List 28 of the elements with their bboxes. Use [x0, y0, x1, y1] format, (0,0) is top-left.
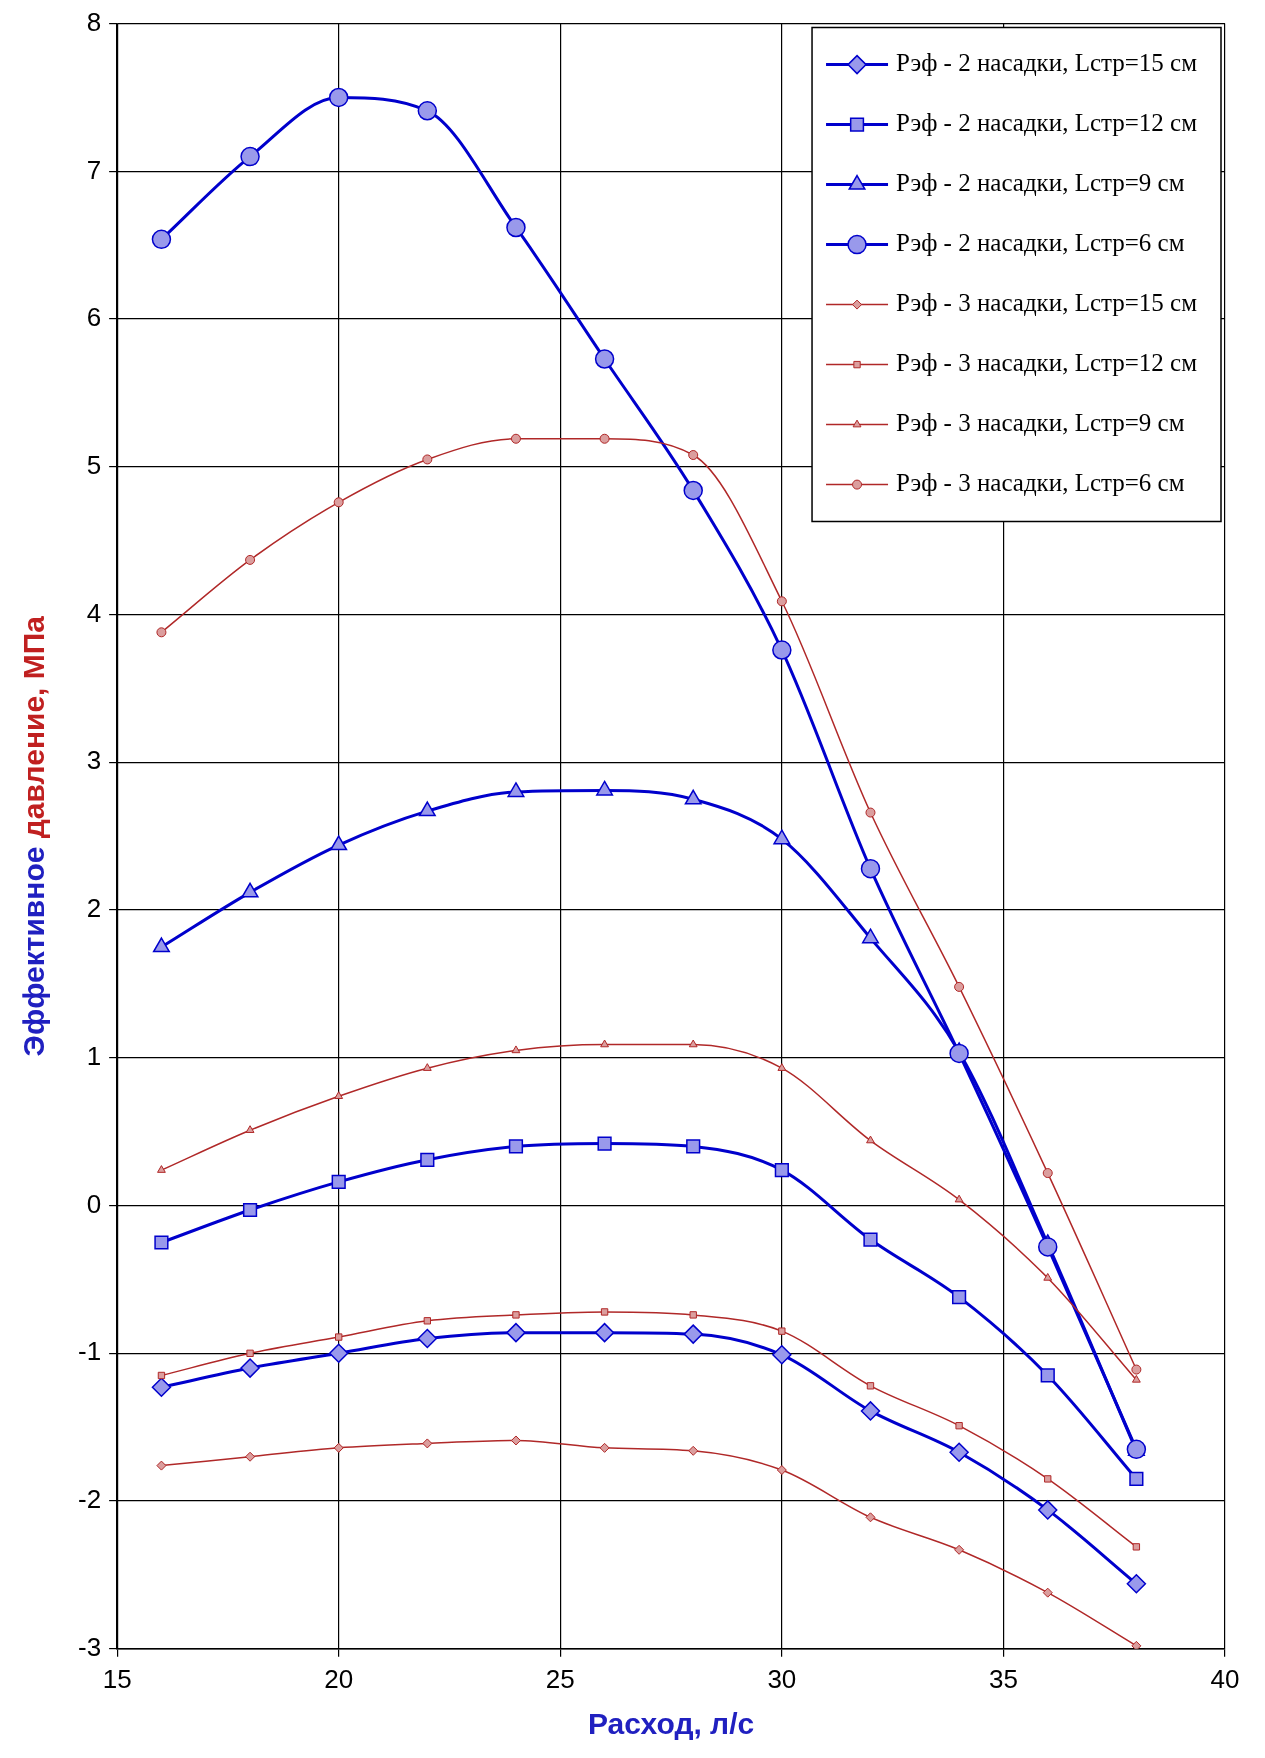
y-tick-label: 4 — [86, 597, 102, 628]
y-tick-label: -2 — [77, 1484, 102, 1515]
y-tick-label: -1 — [77, 1336, 102, 1367]
y-tick-label: 6 — [86, 302, 102, 333]
legend-label: Рэф - 2 насадки, Lстр=15 см — [896, 49, 1198, 77]
y-tick-label: -3 — [77, 1631, 102, 1662]
y-tick-label: 5 — [86, 450, 102, 481]
x-tick-label: 15 — [102, 1663, 132, 1694]
legend-label: Рэф - 2 насадки, Lстр=12 см — [896, 109, 1198, 137]
x-axis-title: Расход, л/с — [587, 1707, 755, 1741]
y-tick-label: 7 — [86, 154, 102, 185]
legend-label: Рэф - 2 насадки, Lстр=9 см — [896, 169, 1185, 197]
y-tick-label: 1 — [86, 1040, 102, 1071]
x-tick-label: 25 — [545, 1663, 575, 1694]
x-tick-label: 20 — [324, 1663, 354, 1694]
x-tick-label: 40 — [1210, 1663, 1240, 1694]
y-axis-title: Эффективное давление, МПа — [17, 615, 51, 1057]
y-tick-label: 2 — [86, 893, 102, 924]
legend-label: Рэф - 2 насадки, Lстр=6 см — [896, 229, 1185, 257]
legend-label: Рэф - 3 насадки, Lстр=6 см — [896, 469, 1185, 497]
y-tick-label: 3 — [86, 745, 102, 776]
x-tick-label: 30 — [767, 1663, 797, 1694]
legend-label: Рэф - 3 насадки, Lстр=15 см — [896, 289, 1198, 317]
y-tick-label: 8 — [86, 6, 102, 37]
y-tick-label: 0 — [86, 1188, 102, 1219]
x-tick-label: 35 — [988, 1663, 1018, 1694]
legend-label: Рэф - 3 насадки, Lстр=12 см — [896, 349, 1198, 377]
legend-label: Рэф - 3 насадки, Lстр=9 см — [896, 409, 1185, 437]
